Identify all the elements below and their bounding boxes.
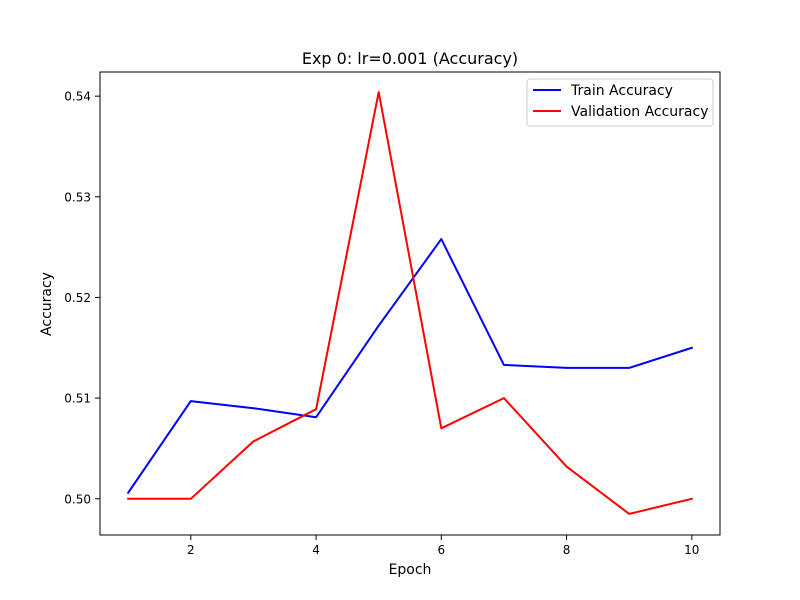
series-lines	[126, 91, 694, 515]
y-tick-label: 0.51	[64, 392, 91, 406]
y-axis-label: Accuracy	[39, 272, 55, 336]
y-tick-label: 0.50	[64, 492, 91, 506]
x-axis-label: Epoch	[389, 562, 432, 578]
legend-box	[526, 78, 714, 127]
x-tick-label: 6	[437, 543, 445, 557]
x-tick-label: 8	[563, 543, 571, 557]
x-axis-ticks: 2 4 6 8 10	[187, 535, 699, 557]
plot-frame	[99, 71, 721, 536]
y-tick-label: 0.52	[64, 291, 91, 305]
x-tick-label: 2	[187, 543, 195, 557]
y-tick-label: 0.54	[64, 90, 91, 104]
series-line-validation-accuracy	[127, 91, 694, 515]
y-tick-label: 0.53	[64, 190, 91, 204]
legend-label-validation: Validation Accuracy	[571, 104, 709, 120]
legend: Train Accuracy Validation Accuracy	[526, 78, 714, 127]
y-axis-ticks: 0.50 0.51 0.52 0.53 0.54	[64, 90, 100, 506]
legend-label-train: Train Accuracy	[570, 83, 673, 99]
x-tick-label: 4	[312, 543, 320, 557]
series-line-train-accuracy	[126, 238, 694, 495]
chart-title: Exp 0: lr=0.001 (Accuracy)	[302, 49, 518, 68]
x-tick-label: 10	[684, 543, 699, 557]
